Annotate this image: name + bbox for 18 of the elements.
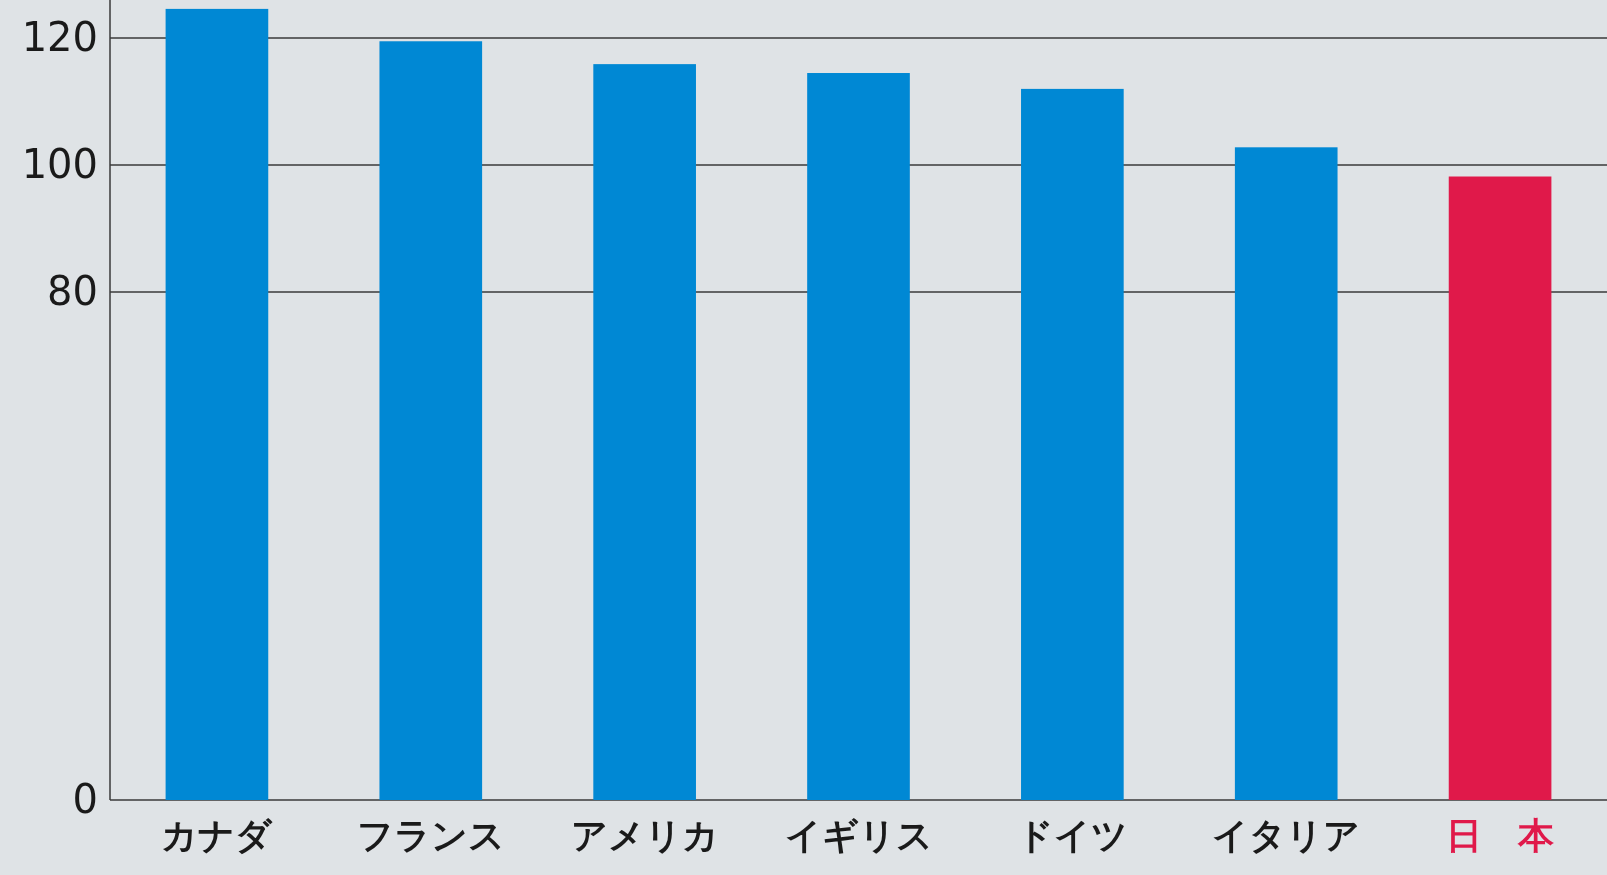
y-tick-label: 0: [72, 776, 98, 822]
y-tick-label: 120: [21, 14, 98, 61]
bar: [379, 41, 483, 800]
x-tick-label: フランス: [356, 815, 505, 856]
y-tick-label: 80: [47, 268, 98, 315]
bar: [165, 8, 269, 800]
y-tick-label: 100: [21, 141, 98, 188]
x-tick-label: ドイツ: [1016, 815, 1128, 856]
x-tick-label: イギリス: [784, 815, 933, 856]
x-tick-label: カナダ: [161, 815, 274, 856]
x-tick-label: アメリカ: [570, 815, 719, 856]
bar: [1234, 147, 1338, 800]
bar: [1448, 176, 1552, 800]
bar: [593, 64, 696, 800]
bar: [807, 73, 910, 800]
bar: [1021, 88, 1124, 800]
x-tick-label: 日 本: [1446, 815, 1555, 856]
x-tick-label: イタリア: [1212, 815, 1361, 856]
